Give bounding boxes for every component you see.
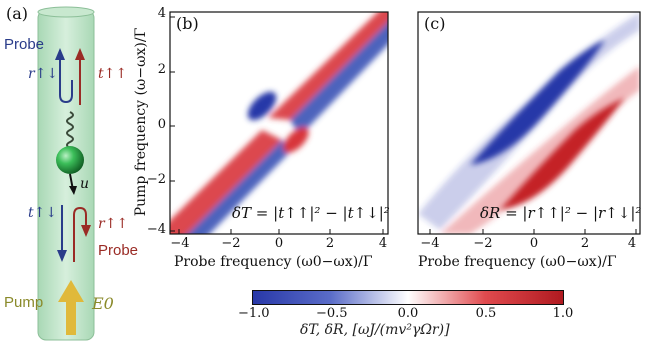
colorbar-tick: 0.5 — [475, 306, 497, 321]
x-tick-c: 4 — [627, 236, 637, 251]
x-tick-c: −4 — [420, 236, 440, 251]
lobe-blue-center — [247, 91, 277, 121]
probe-label-top: Probe — [4, 36, 45, 53]
panel-c-letter: (c) — [424, 14, 446, 33]
pump-label: Pump — [4, 294, 44, 311]
band-blue-upper — [290, 22, 388, 136]
panel-b-letter: (b) — [176, 14, 199, 33]
colorbar — [252, 290, 564, 305]
lobe-red-c — [500, 98, 625, 210]
y-tick: 4 — [157, 6, 166, 21]
x-axis-label-c: Probe frequency (ω0−ωx)/Γ — [418, 254, 617, 270]
x-tick-c: 2 — [580, 236, 590, 251]
x-tick-b: −2 — [221, 236, 241, 251]
reflected-blue-arrow — [59, 50, 73, 104]
colorbar-tick: 0.0 — [397, 306, 419, 321]
colorbar-tick: −1.0 — [238, 306, 270, 321]
colorbar-tick: 1.0 — [552, 306, 574, 321]
y-tick: −4 — [146, 222, 166, 237]
formula-delta-t: δT = |t↑↑|² − |t↑↓|² — [232, 204, 390, 222]
probe-label-bottom: Probe — [98, 242, 139, 259]
atom-icon — [56, 146, 84, 174]
band-red-upper — [268, 12, 388, 120]
r-label-bottom: r↑↑ — [98, 216, 129, 232]
x-tick-b: 4 — [378, 236, 388, 251]
y-tick: 2 — [157, 62, 166, 77]
x-tick-c: 0 — [529, 236, 539, 251]
plot-frame-c — [417, 11, 641, 235]
colorbar-tick: −0.5 — [316, 306, 348, 321]
t-label-top: t↑↑ — [98, 66, 128, 82]
band-blue-lower — [187, 140, 292, 234]
x-tick-b: −4 — [170, 236, 190, 251]
lobe-red-center — [283, 127, 309, 153]
y-axis-label: Pump frequency (ω−ωx)/Γ — [133, 27, 149, 217]
x-tick-c: −2 — [473, 236, 493, 251]
x-tick-b: 2 — [325, 236, 335, 251]
r-label-top: r↑↓ — [28, 66, 59, 82]
x-axis-label-b: Probe frequency (ω0−ωx)/Γ — [174, 254, 373, 270]
reflected-red-arrow — [73, 206, 87, 262]
formula-delta-r: δR = |r↑↑|² − |r↑↓|² — [480, 204, 642, 222]
colorbar-label: δT, δR, [ωJ/(mv²γΩr)] — [300, 322, 450, 338]
spring-icon — [66, 111, 74, 149]
y-tick: −2 — [146, 172, 166, 187]
u-label: u — [80, 176, 90, 192]
x-tick-b: 0 — [274, 236, 284, 251]
band-red-c — [440, 66, 640, 234]
pump-arrow — [66, 300, 76, 335]
t-label-bottom: t↑↓ — [28, 205, 58, 221]
e0-label: E0 — [92, 294, 114, 313]
band-red-lower — [170, 130, 282, 234]
y-tick: 0 — [157, 117, 166, 132]
lobe-blue-c — [470, 40, 605, 165]
panel-a-letter: (a) — [6, 4, 29, 23]
